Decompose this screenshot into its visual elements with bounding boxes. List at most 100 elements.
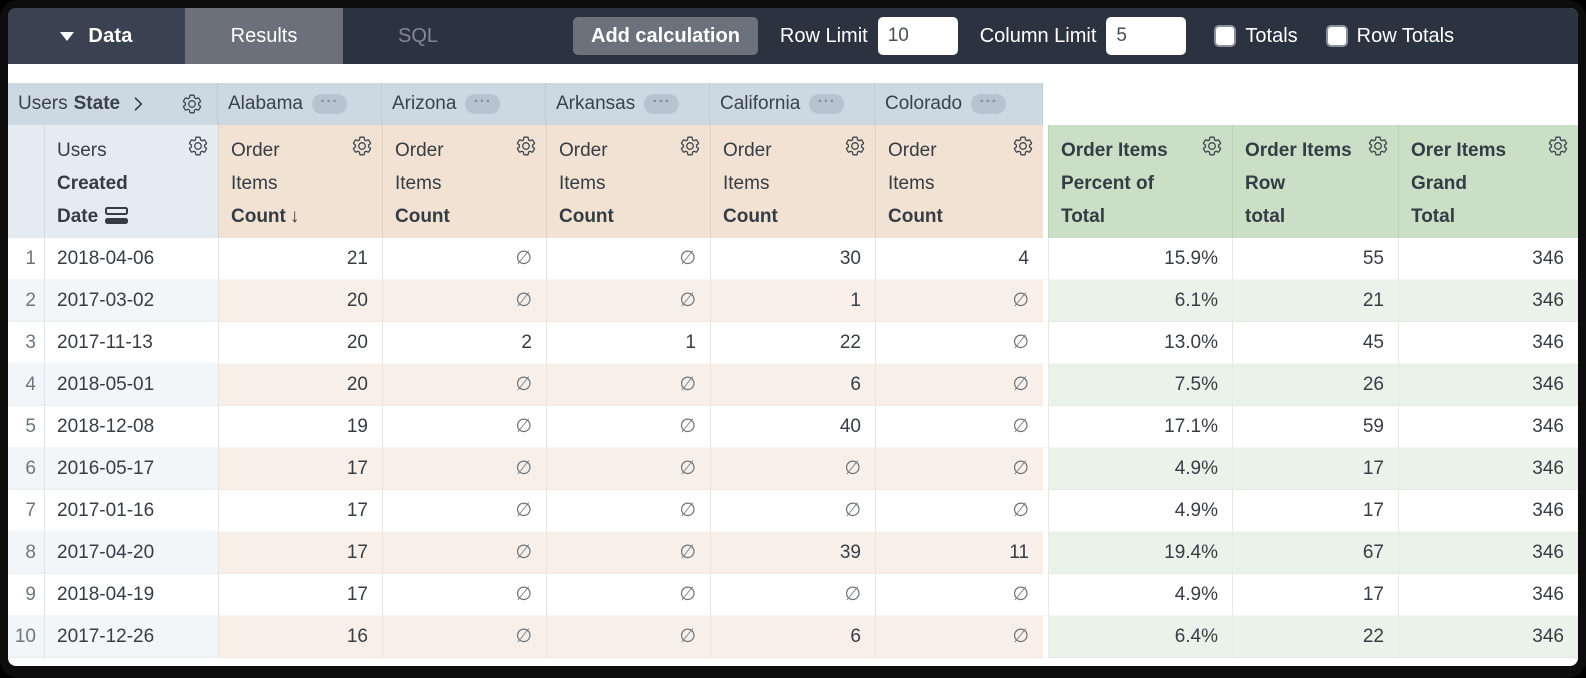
- measure-cell[interactable]: ∅: [546, 616, 710, 658]
- date-cell[interactable]: 2018-04-06: [45, 238, 218, 280]
- row-total-cell[interactable]: 21: [1232, 280, 1398, 322]
- ellipsis-menu-icon[interactable]: ···: [644, 94, 680, 114]
- percent-of-total-cell[interactable]: 7.5%: [1048, 364, 1232, 406]
- measure-cell[interactable]: 4: [875, 238, 1043, 280]
- measure-cell[interactable]: ∅: [875, 280, 1043, 322]
- row-total-cell[interactable]: 17: [1232, 490, 1398, 532]
- measure-cell[interactable]: ∅: [875, 364, 1043, 406]
- row-total-cell[interactable]: 17: [1232, 448, 1398, 490]
- row-limit-input[interactable]: [877, 17, 958, 55]
- gear-icon[interactable]: [351, 135, 373, 157]
- measure-cell[interactable]: ∅: [382, 406, 546, 448]
- pivot-value-header[interactable]: Arizona ···: [382, 83, 546, 125]
- measure-cell[interactable]: ∅: [546, 280, 710, 322]
- measure-cell[interactable]: ∅: [546, 364, 710, 406]
- measure-cell[interactable]: 6: [710, 364, 875, 406]
- measure-cell[interactable]: ∅: [710, 490, 875, 532]
- percent-of-total-cell[interactable]: 4.9%: [1048, 490, 1232, 532]
- ellipsis-menu-icon[interactable]: ···: [971, 94, 1007, 114]
- percent-of-total-cell[interactable]: 13.0%: [1048, 322, 1232, 364]
- measure-cell[interactable]: ∅: [875, 490, 1043, 532]
- gear-icon[interactable]: [1547, 135, 1569, 157]
- calc-header-row-total[interactable]: Order Items Row total: [1232, 125, 1398, 238]
- column-limit-input[interactable]: [1106, 17, 1187, 55]
- measure-column-header[interactable]: Order Items Count: [875, 125, 1043, 238]
- measure-cell[interactable]: ∅: [382, 574, 546, 616]
- percent-of-total-cell[interactable]: 6.4%: [1048, 616, 1232, 658]
- gear-icon[interactable]: [1012, 135, 1034, 157]
- add-calculation-button[interactable]: Add calculation: [573, 17, 758, 55]
- grand-total-cell[interactable]: 346: [1398, 322, 1578, 364]
- percent-of-total-cell[interactable]: 17.1%: [1048, 406, 1232, 448]
- row-total-cell[interactable]: 22: [1232, 616, 1398, 658]
- gear-icon[interactable]: [515, 135, 537, 157]
- pivot-value-header[interactable]: Alabama ···: [218, 83, 382, 125]
- measure-cell[interactable]: ∅: [875, 574, 1043, 616]
- measure-cell[interactable]: 22: [710, 322, 875, 364]
- measure-cell[interactable]: 20: [218, 364, 382, 406]
- date-cell[interactable]: 2016-05-17: [45, 448, 218, 490]
- grand-total-cell[interactable]: 346: [1398, 238, 1578, 280]
- grand-total-cell[interactable]: 346: [1398, 364, 1578, 406]
- measure-cell[interactable]: ∅: [710, 448, 875, 490]
- measure-cell[interactable]: 17: [218, 532, 382, 574]
- gear-icon[interactable]: [181, 93, 203, 115]
- gear-icon[interactable]: [679, 135, 701, 157]
- measure-cell[interactable]: 19: [218, 406, 382, 448]
- measure-cell[interactable]: ∅: [546, 406, 710, 448]
- measure-cell[interactable]: ∅: [875, 406, 1043, 448]
- measure-column-header[interactable]: Order Items Count: [382, 125, 546, 238]
- measure-column-header[interactable]: Order Items Count: [710, 125, 875, 238]
- ellipsis-menu-icon[interactable]: ···: [465, 94, 501, 114]
- measure-cell[interactable]: ∅: [382, 448, 546, 490]
- measure-cell[interactable]: ∅: [710, 574, 875, 616]
- pivot-value-header[interactable]: Colorado ···: [875, 83, 1043, 125]
- measure-cell[interactable]: ∅: [382, 616, 546, 658]
- measure-cell[interactable]: ∅: [382, 490, 546, 532]
- measure-column-header[interactable]: Order Items Count ↓: [218, 125, 382, 238]
- subtotal-bars-icon[interactable]: [105, 207, 129, 224]
- gear-icon[interactable]: [1367, 135, 1389, 157]
- row-total-cell[interactable]: 67: [1232, 532, 1398, 574]
- date-cell[interactable]: 2017-11-13: [45, 322, 218, 364]
- measure-cell[interactable]: ∅: [546, 238, 710, 280]
- grand-total-cell[interactable]: 346: [1398, 616, 1578, 658]
- date-cell[interactable]: 2018-04-19: [45, 574, 218, 616]
- totals-checkbox[interactable]: [1214, 25, 1237, 47]
- ellipsis-menu-icon[interactable]: ···: [809, 94, 845, 114]
- date-cell[interactable]: 2018-05-01: [45, 364, 218, 406]
- data-section-toggle[interactable]: Data: [8, 8, 185, 64]
- ellipsis-menu-icon[interactable]: ···: [312, 94, 347, 114]
- measure-cell[interactable]: 1: [710, 280, 875, 322]
- gear-icon[interactable]: [1201, 135, 1223, 157]
- tab-sql[interactable]: SQL: [397, 24, 439, 47]
- measure-cell[interactable]: ∅: [546, 532, 710, 574]
- measure-cell[interactable]: 17: [218, 490, 382, 532]
- percent-of-total-cell[interactable]: 4.9%: [1048, 448, 1232, 490]
- measure-cell[interactable]: 30: [710, 238, 875, 280]
- date-cell[interactable]: 2018-12-08: [45, 406, 218, 448]
- measure-cell[interactable]: 21: [218, 238, 382, 280]
- measure-cell[interactable]: 20: [218, 280, 382, 322]
- measure-cell[interactable]: 16: [218, 616, 382, 658]
- measure-cell[interactable]: 17: [218, 574, 382, 616]
- measure-cell[interactable]: 11: [875, 532, 1043, 574]
- measure-cell[interactable]: ∅: [546, 448, 710, 490]
- calc-header-grand-total[interactable]: Orer Items Grand Total: [1398, 125, 1578, 238]
- pivot-dimension-header[interactable]: Users State: [8, 83, 218, 125]
- percent-of-total-cell[interactable]: 15.9%: [1048, 238, 1232, 280]
- grand-total-cell[interactable]: 346: [1398, 532, 1578, 574]
- row-totals-checkbox[interactable]: [1325, 25, 1348, 47]
- date-column-header[interactable]: Users Created Date: [45, 125, 218, 238]
- grand-total-cell[interactable]: 346: [1398, 448, 1578, 490]
- tab-results[interactable]: Results: [185, 8, 343, 64]
- pivot-value-header[interactable]: California ···: [710, 83, 875, 125]
- measure-cell[interactable]: ∅: [875, 322, 1043, 364]
- date-cell[interactable]: 2017-01-16: [45, 490, 218, 532]
- row-total-cell[interactable]: 17: [1232, 574, 1398, 616]
- measure-cell[interactable]: 6: [710, 616, 875, 658]
- measure-cell[interactable]: ∅: [382, 364, 546, 406]
- measure-column-header[interactable]: Order Items Count: [546, 125, 710, 238]
- measure-cell[interactable]: 17: [218, 448, 382, 490]
- percent-of-total-cell[interactable]: 19.4%: [1048, 532, 1232, 574]
